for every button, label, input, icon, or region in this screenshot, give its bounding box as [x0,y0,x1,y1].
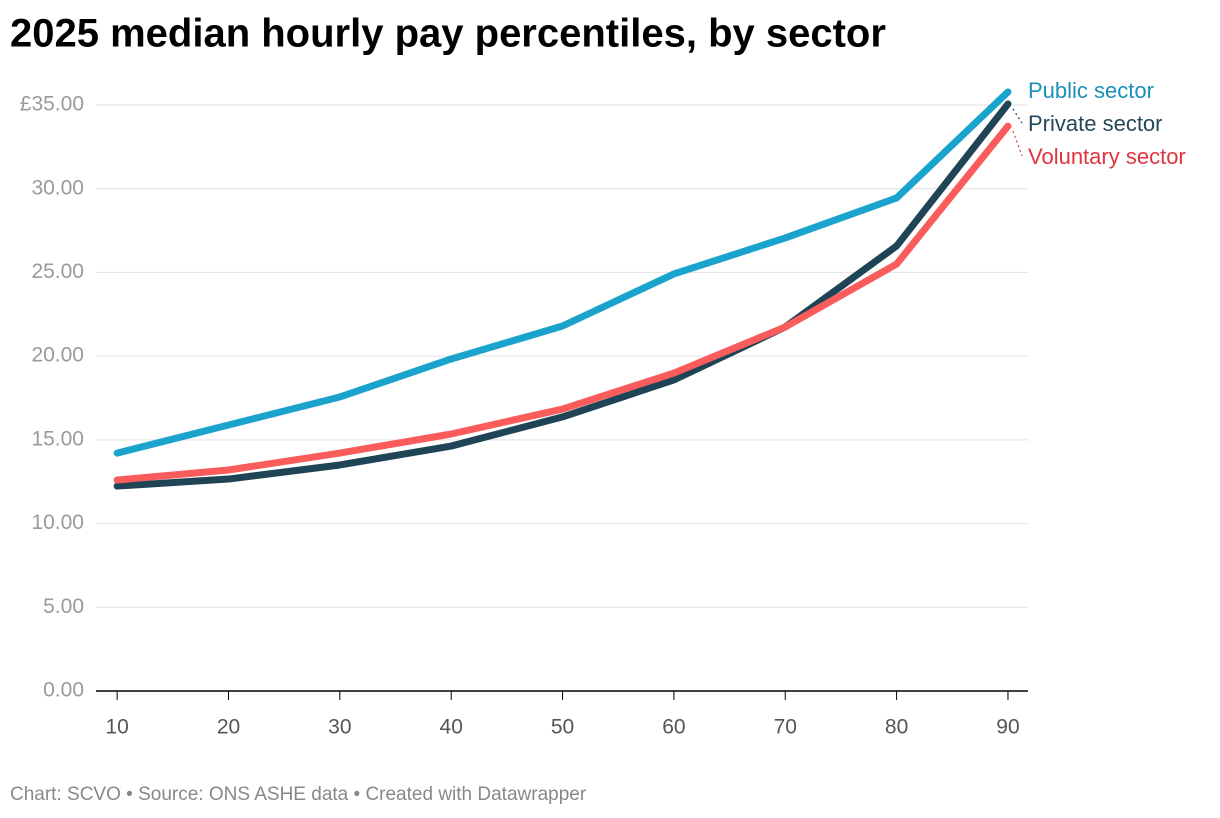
x-tick-label: 30 [328,716,351,739]
y-tick-label: £35.00 [20,93,84,116]
x-tick-label: 40 [440,716,463,739]
y-tick-label: 15.00 [31,427,84,450]
label-connector [1012,130,1023,157]
legend-label: Private sector [1028,111,1163,136]
label-connector [1012,108,1023,124]
x-tick-label: 70 [774,716,797,739]
y-tick-label: 0.00 [43,679,84,702]
y-tick-label: 10.00 [31,511,84,534]
legend-label: Voluntary sector [1028,144,1186,169]
y-tick-label: 25.00 [31,260,84,283]
chart-title: 2025 median hourly pay percentiles, by s… [10,12,886,56]
y-tick-label: 5.00 [43,595,84,618]
x-tick-label: 20 [217,716,240,739]
series-line [113,100,1012,490]
x-tick-label: 80 [885,716,908,739]
y-tick-label: 20.00 [31,344,84,367]
series-line [113,122,1012,484]
legend-label: Public sector [1028,78,1154,103]
x-tick-label: 10 [105,716,128,739]
x-tick-label: 50 [551,716,574,739]
series-line [113,88,1012,457]
y-tick-label: 30.00 [31,176,84,199]
x-tick-label: 60 [662,716,685,739]
x-tick-label: 90 [996,716,1019,739]
source-note: Chart: SCVO • Source: ONS ASHE data • Cr… [10,784,587,805]
